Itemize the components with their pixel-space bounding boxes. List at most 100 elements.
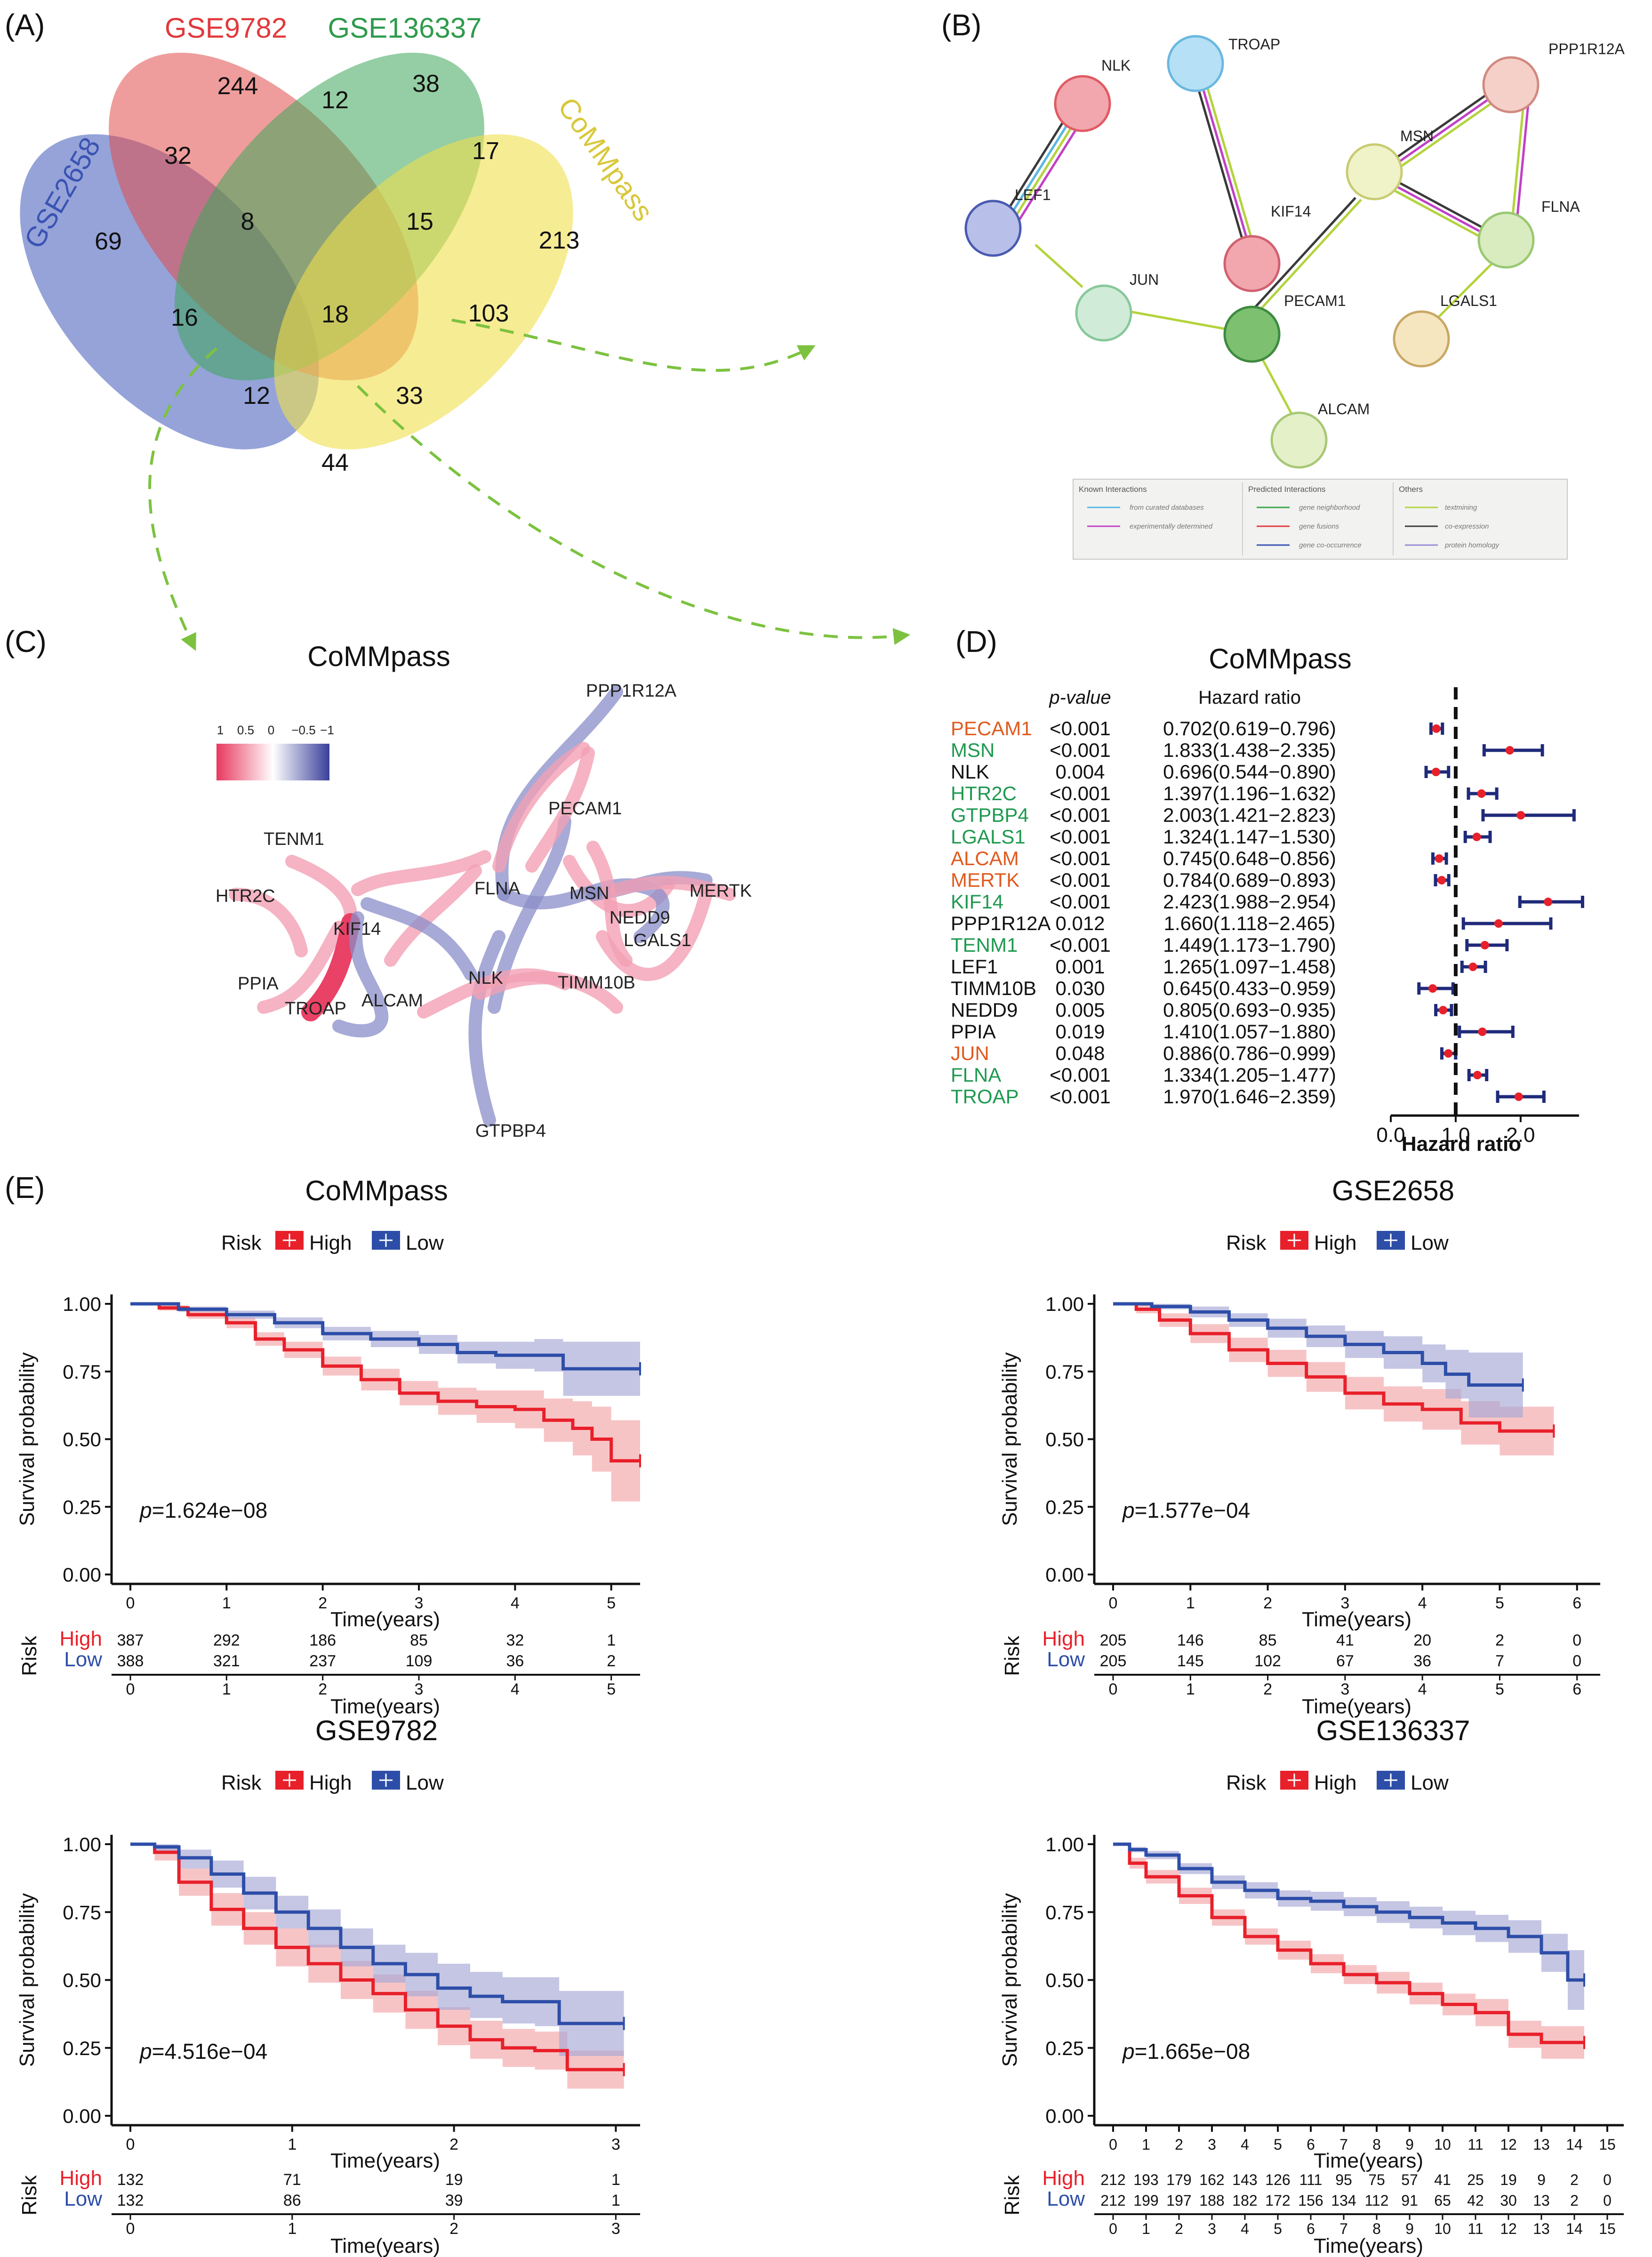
km-y-tick-label: 1.00 [1045,1293,1084,1315]
km-risk-tick-label: 0 [126,2220,135,2238]
corr-edge [332,911,389,1037]
corr-edge [229,888,308,957]
venn-count: 38 [412,70,440,97]
corr-scale-tick: 1 [217,723,224,737]
forest-hr-text: 0.702(0.619−0.796) [1163,717,1336,739]
km-risk-label-low: Low [64,2187,102,2210]
venn-diagram: GSE2658 GSE9782 GSE136337 CoMMpass 244 3… [18,12,659,476]
km-risk-tick-label: 7 [1339,2220,1348,2237]
km-risk-tick-label: 10 [1434,2220,1451,2237]
km-title: GSE2658 [1332,1175,1454,1206]
corr-edge [384,864,482,967]
km-y-tick-label: 0.75 [1045,1901,1084,1923]
km-risk-low-value: 321 [213,1652,240,1670]
ppi-label: PPP1R12A [1548,40,1625,57]
km-y-tick-label: 0.00 [63,1564,101,1586]
corr-color-scale: 1 0.5 0 −0.5 −1 [217,723,334,780]
km-x-tick-label: 13 [1533,2136,1550,2153]
ppi-label: KIF14 [1271,203,1311,220]
km-risk-low-value: 1 [611,2192,620,2209]
km-risk-label-high: High [1043,1627,1085,1650]
venn-count: 17 [472,137,499,165]
ppi-edge [1124,309,1229,331]
km-risk-tick-label: 6 [1307,2220,1315,2237]
km-risk-high-value: 41 [1434,2171,1451,2188]
km-risk-tick-label: 4 [1418,1680,1427,1698]
km-legend-title: Risk [221,1771,262,1794]
km-risk-tick-label: 2 [1175,2220,1183,2237]
venn-count: 44 [321,449,349,476]
km-risk-tick-label: 0 [1109,1680,1118,1698]
km-risk-title: Risk [18,1635,41,1676]
km-ci-band [1113,1304,1523,1418]
km-pvalue-symbol: p [1122,1498,1135,1522]
arrow-to-panel-b [451,319,816,372]
km-y-tick-label: 0.25 [1045,2037,1084,2059]
forest-pvalue: 0.005 [1055,999,1105,1021]
km-risk-high-value: 1 [611,2171,620,2189]
corr-node-label: TENM1 [264,829,324,849]
forest-point [1444,1049,1453,1058]
km-y-tick-label: 0.50 [1045,1429,1084,1451]
ppi-edge [1200,65,1253,241]
forest-hr-text: 1.334(1.205−1.477) [1163,1064,1336,1086]
corr-node-label: PPP1R12A [586,681,677,701]
km-legend-label: High [309,1231,352,1254]
venn-count: 32 [164,142,192,169]
ppi-node-kif14 [1223,235,1281,292]
forest-gene-label: GTPBP4 [951,804,1029,826]
forest-gene-label: ALCAM [951,847,1019,869]
forest-point [1428,984,1437,993]
km-xlabel: Time(years) [1314,2149,1423,2172]
km-risk-high-value: 126 [1265,2171,1290,2188]
km-pvalue-value: =1.577e−04 [1135,1498,1251,1522]
forest-xlabel: Hazard ratio [1402,1133,1521,1156]
km-risk-high-value: 20 [1413,1631,1431,1649]
arrow-to-panel-c [148,347,217,651]
forest-hr-text: 1.970(1.646−2.359) [1163,1085,1336,1108]
venn-count: 244 [217,72,258,100]
ppi-legend-box [1073,479,1568,560]
km-pvalue-symbol: p [139,1498,152,1522]
connector-arrows [148,319,911,651]
km-risk-label-high: High [1043,2167,1085,2190]
km-x-tick-label: 6 [1307,2136,1315,2153]
ppi-legend-title: Predicted Interactions [1248,485,1325,494]
km-x-tick-label: 3 [611,2136,620,2153]
forest-point [1435,854,1443,863]
forest-point [1437,876,1446,884]
km-risk-low-value: 237 [309,1652,336,1670]
km-x-tick-label: 0 [1109,2136,1117,2153]
corr-edge [301,913,360,1021]
km-risk-tick-label: 3 [611,2220,620,2238]
corr-edge [525,747,595,873]
forest-pvalue: <0.001 [1050,847,1111,869]
km-risk-label-high: High [60,2167,103,2190]
ppi-legend-title: Others [1399,485,1423,494]
ppi-legend: Known Interactions Predicted Interaction… [1073,479,1568,560]
forest-pvalue: <0.001 [1050,869,1111,891]
forest-hr-text: 1.660(1.118−2.465) [1164,912,1336,934]
forest-hr-text: 0.886(0.786−0.999) [1163,1042,1336,1064]
venn-count: 8 [241,208,255,235]
corr-node-label: PECAM1 [548,799,622,819]
forest-hr-text: 0.805(0.693−0.935) [1163,999,1336,1021]
km-y-tick-label: 1.00 [63,1833,101,1855]
ppi-legend-item: gene fusions [1299,522,1339,530]
km-risk-tick-label: 3 [1208,2220,1216,2237]
km-risk-low-value: 134 [1331,2192,1356,2209]
km-legend-label: High [309,1771,352,1794]
forest-point [1432,724,1441,733]
forest-hr-text: 2.423(1.988−2.954) [1163,891,1336,913]
km-x-tick-label: 2 [449,2136,458,2153]
km-ci-band [1113,1304,1554,1455]
km-legend-label: Low [1411,1771,1449,1794]
km-risk-high-value: 71 [283,2171,301,2189]
km-risk-xlabel: Time(years) [330,1695,440,1718]
forest-hr-text: 1.397(1.196−1.632) [1163,782,1336,804]
km-risk-label-high: High [60,1627,103,1650]
venn-count: 103 [468,300,509,327]
corr-node-label: MERTK [690,881,752,901]
km-risk-low-value: 2 [1570,2192,1579,2209]
